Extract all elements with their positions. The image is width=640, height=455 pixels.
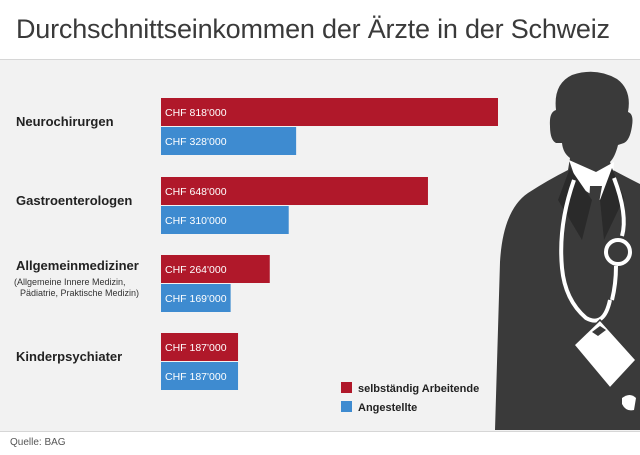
bar-value-label: CHF 169'000 <box>165 293 227 305</box>
legend-label: Angestellte <box>358 402 417 414</box>
bar-selbstaendig <box>161 255 270 283</box>
bar-angestellte <box>161 362 239 390</box>
header: Durchschnittseinkommen der Ärzte in der … <box>0 0 640 60</box>
bar-angestellte <box>161 206 289 234</box>
bar-value-label: CHF 187'000 <box>165 371 227 383</box>
bar-value-label: CHF 310'000 <box>165 215 227 227</box>
bar-angestellte <box>161 284 231 312</box>
category-sublabel: Pädiatrie, Praktische Medizin) <box>20 288 139 298</box>
category-label: Gastroenterologen <box>16 193 132 208</box>
category-label: Allgemeinmediziner <box>16 258 139 273</box>
bar-selbstaendig <box>161 98 498 126</box>
bar-value-label: CHF 648'000 <box>165 186 227 198</box>
bar-value-label: CHF 264'000 <box>165 264 227 276</box>
category-label: Kinderpsychiater <box>16 349 122 364</box>
page-title: Durchschnittseinkommen der Ärzte in der … <box>16 14 610 44</box>
bar-selbstaendig <box>161 333 239 361</box>
category-sublabel: (Allgemeine Innere Medizin, <box>14 277 126 287</box>
legend-label: selbständig Arbeitende <box>358 383 479 395</box>
bar-angestellte <box>161 127 297 155</box>
legend: selbständig Arbeitende Angestellte <box>341 382 479 414</box>
category-label: Neurochirurgen <box>16 114 114 129</box>
clipboard-icon <box>572 318 638 411</box>
bar-value-label: CHF 328'000 <box>165 136 227 148</box>
source-label: Quelle: BAG <box>10 437 66 448</box>
bar-selbstaendig <box>161 177 428 205</box>
bar-value-label: CHF 818'000 <box>165 107 227 119</box>
legend-swatch <box>341 382 352 393</box>
legend-swatch <box>341 401 352 412</box>
footer: Quelle: BAG <box>0 431 640 455</box>
bar-value-label: CHF 187'000 <box>165 342 227 354</box>
